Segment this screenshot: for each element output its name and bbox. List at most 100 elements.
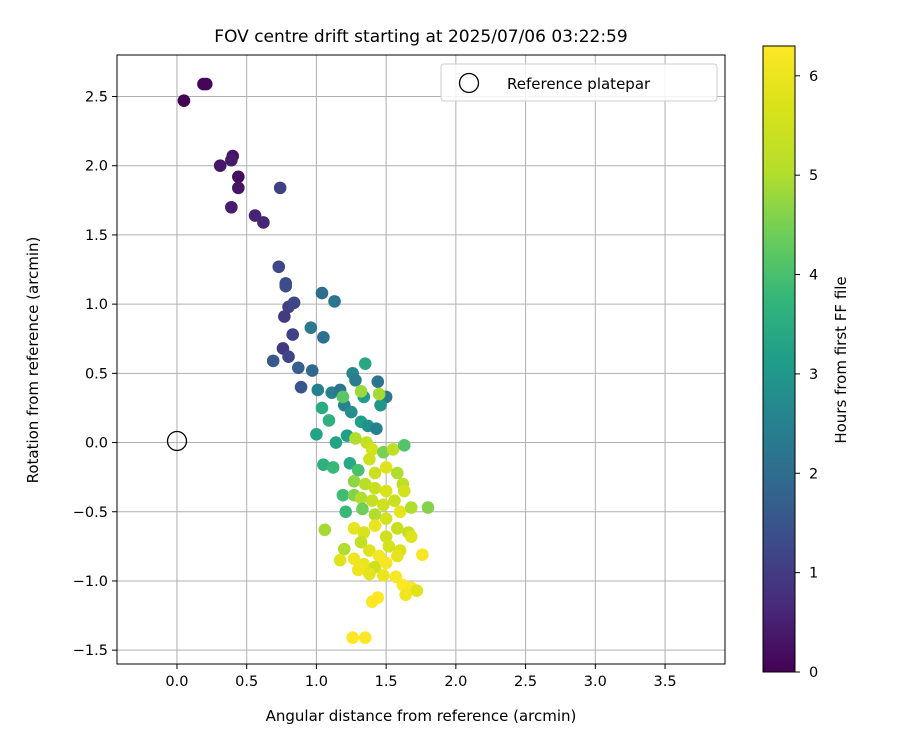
- data-point: [199, 77, 213, 91]
- data-point: [365, 494, 379, 507]
- data-point: [287, 296, 301, 310]
- colorbar-gradient: [762, 45, 796, 673]
- data-point: [291, 361, 305, 375]
- data-point: [358, 631, 372, 645]
- data-point: [310, 427, 323, 441]
- x-tick-label: 0.5: [235, 674, 258, 690]
- data-point: [266, 354, 280, 368]
- data-point: [379, 556, 393, 570]
- data-point: [363, 567, 376, 581]
- legend-box: [440, 63, 718, 102]
- data-point: [365, 443, 379, 456]
- data-point: [370, 422, 383, 436]
- grid-lines: [117, 55, 725, 664]
- data-point: [372, 387, 386, 401]
- data-point: [339, 505, 352, 519]
- data-point: [232, 181, 245, 195]
- data-point: [232, 170, 245, 184]
- colorbar-tick-label: 4: [809, 268, 818, 284]
- colorbar-tick-label: 3: [809, 367, 818, 383]
- data-point: [379, 461, 393, 474]
- y-tick-label: 0.0: [85, 436, 108, 452]
- y-tick-label: −1.0: [73, 574, 108, 590]
- data-point: [318, 523, 332, 537]
- x-axis-label: Angular distance from reference (arcmin): [266, 707, 577, 725]
- data-point: [382, 540, 396, 553]
- data-point: [357, 526, 371, 539]
- colorbar-ticks: 0 1 2 3 4 5 6: [795, 69, 818, 681]
- y-tick-label: 2.0: [85, 159, 108, 175]
- plot-frame: [116, 54, 726, 665]
- data-point: [225, 153, 238, 167]
- data-point: [354, 491, 368, 505]
- data-point: [333, 553, 347, 567]
- legend: Reference platepar: [440, 63, 718, 102]
- data-point: [338, 542, 351, 556]
- data-point: [213, 159, 227, 173]
- colorbar-label: Hours from first FF file: [832, 276, 850, 443]
- data-point: [368, 519, 382, 532]
- x-tick-label: 0.0: [165, 674, 188, 690]
- data-point: [343, 457, 357, 470]
- data-point: [349, 432, 362, 445]
- data-point: [282, 350, 295, 364]
- x-tick-label: 1.5: [375, 674, 398, 690]
- data-point: [377, 445, 390, 459]
- data-point: [390, 549, 404, 563]
- data-point: [388, 494, 401, 507]
- colorbar-tick-label: 1: [809, 566, 818, 582]
- x-tick-label: 2.0: [444, 674, 467, 690]
- data-point: [349, 373, 362, 387]
- data-point: [315, 401, 329, 415]
- data-point: [363, 544, 376, 557]
- colorbar-tick-label: 6: [809, 69, 818, 85]
- colorbar-tick-label: 0: [809, 665, 818, 681]
- data-point: [351, 463, 365, 477]
- data-point: [377, 498, 390, 512]
- data-point: [410, 584, 424, 597]
- data-point: [344, 405, 358, 419]
- data-point: [404, 501, 418, 514]
- x-tick-label: 1.0: [305, 674, 328, 690]
- data-point: [317, 331, 330, 344]
- data-point: [368, 508, 382, 521]
- data-point: [354, 385, 368, 398]
- data-point: [326, 461, 340, 474]
- data-point: [379, 484, 393, 498]
- data-point: [305, 364, 319, 377]
- chart-title: FOV centre drift starting at 2025/07/06 …: [214, 27, 627, 47]
- data-point: [311, 383, 325, 397]
- data-point: [347, 475, 361, 488]
- data-point: [248, 209, 262, 222]
- data-point: [374, 398, 387, 412]
- colorbar: 0 1 2 3 4 5 6 Hours from first FF file: [762, 45, 850, 681]
- colorbar-tick-label: 2: [809, 466, 818, 482]
- data-point: [363, 452, 376, 466]
- y-tick-label: −1.5: [73, 643, 108, 659]
- y-tick-label: 0.5: [85, 366, 108, 382]
- data-point: [421, 501, 435, 514]
- data-point: [368, 481, 382, 495]
- data-point: [358, 477, 372, 491]
- legend-label: Reference platepar: [507, 75, 651, 93]
- data-point: [368, 466, 382, 480]
- data-point: [225, 200, 238, 214]
- data-point: [286, 328, 300, 341]
- data-point: [322, 414, 336, 427]
- data-point: [354, 535, 368, 549]
- data-point: [356, 502, 369, 516]
- data-points: [177, 77, 435, 645]
- reference-marker: [166, 430, 188, 452]
- data-point: [393, 505, 407, 519]
- colorbar-tick-label: 5: [809, 168, 818, 184]
- y-tick-label: 1.0: [85, 297, 108, 313]
- data-point: [399, 588, 412, 602]
- data-point: [397, 439, 411, 452]
- data-point: [371, 375, 385, 388]
- data-point: [389, 570, 403, 584]
- y-tick-label: 1.5: [85, 228, 108, 244]
- data-point: [347, 552, 361, 566]
- data-point: [346, 631, 359, 645]
- data-point: [294, 380, 308, 394]
- y-axis-label: Rotation from reference (arcmin): [24, 237, 42, 484]
